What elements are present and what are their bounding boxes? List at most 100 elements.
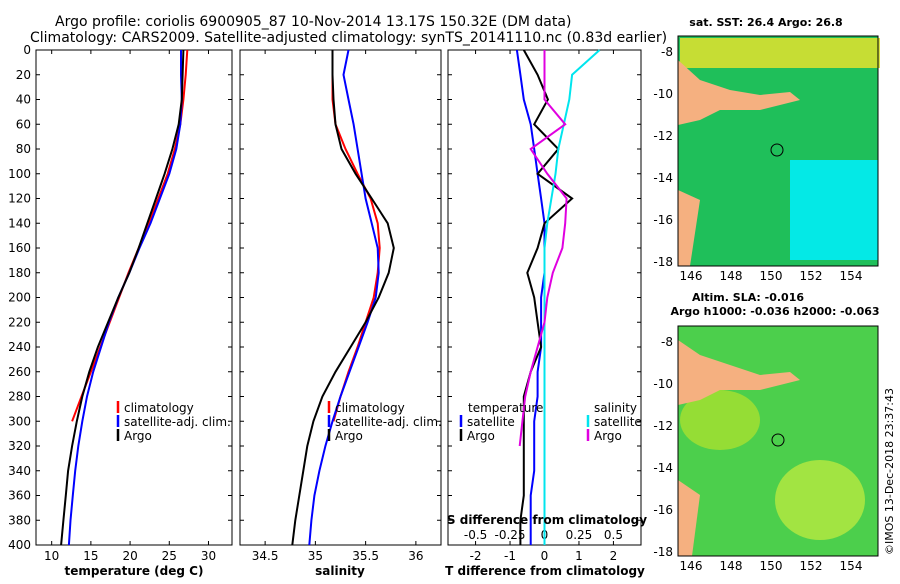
depth-tick-label: 380 [8,513,31,527]
depth-tick-label: 240 [8,340,31,354]
depth-tick-label: 400 [8,538,31,552]
depth-tick-label: 40 [16,93,31,107]
sst-profile-marker [770,143,784,157]
temperature-series-satellite-adj-clim- [67,50,183,546]
map-lat-label: -12 [653,419,673,433]
depth-tick-label: 200 [8,291,31,305]
sla-map [677,325,879,557]
legend-t-satellite: satellite [467,415,515,429]
s-tick-label: -0.25 [495,528,526,542]
s-tick-label: 0.5 [604,528,623,542]
map-lon-label: 152 [800,269,823,283]
map-lat-label: -16 [653,503,673,517]
depth-tick-label: 160 [8,241,31,255]
depth-tick-label: 60 [16,117,31,131]
depth-tick-label: 360 [8,489,31,503]
map-ticks: -8 -10 -12 -14 -16 -18 146 148 150 152 154 -8 -10 -12… [653,45,862,573]
x-tick-label: 35.5 [352,549,379,563]
sst-cool-patch [790,160,878,260]
depth-tick-label: 300 [8,414,31,428]
x-tick-label: 30 [201,549,216,563]
difference-series-temperature-argo [519,49,574,545]
salinity-series-argo [291,50,395,546]
depth-tick-label: 80 [16,142,31,156]
difference-xlabel: T difference from climatology [445,564,645,578]
depth-tick-label: 140 [8,216,31,230]
sla-land-png [678,340,800,405]
legend-satellite-adj: satellite-adj. clim. [124,415,231,429]
x-tick-label: 25 [162,549,177,563]
depth-tick-label: 320 [8,439,31,453]
map-lon-label: 150 [760,269,783,283]
temperature-panel [35,49,233,546]
salinity-series-satellite-adj-clim- [308,49,380,546]
depth-tick-label: 0 [23,43,31,57]
sla-high-patch [680,390,760,450]
depth-tick-label: 340 [8,464,31,478]
depth-tick-label: 20 [16,68,31,82]
depth-tick-label: 280 [8,390,31,404]
difference-series-temperature-satellite [515,49,546,545]
temperature-legend: climatology satellite-adj. clim. Argo [116,401,231,443]
map-lat-label: -14 [653,171,673,185]
map-lon-label: 148 [720,269,743,283]
x-tick-label: 15 [83,549,98,563]
footer-credit: ©IMOS 13-Dec-2018 23:37:43 [883,388,896,555]
salinity-xlabel: salinity [315,564,365,578]
x-tick-label: 1 [575,549,583,563]
x-tick-label: -1 [504,549,516,563]
depth-tick-label: 260 [8,365,31,379]
salinity-panel [239,49,442,546]
map-lon-label: 150 [760,559,783,573]
sst-land-png [678,60,800,125]
difference-legend: temperature salinity satellite Argo sate… [459,401,642,443]
sst-map-title: sat. SST: 26.4 Argo: 26.8 [689,16,842,29]
difference-series-salinity-satellite [543,49,601,545]
sla-high-patch [775,460,865,540]
sla-map-frame [677,325,879,557]
legend-s-satellite: satellite [594,415,642,429]
temperature-plot: 10 15 20 25 30 [44,49,216,563]
x-tick-label: 10 [44,549,59,563]
map-lat-label: -14 [653,461,673,475]
temperature-xlabel: temperature (deg C) [65,564,204,578]
s-tick-label: 0.25 [566,528,593,542]
map-lat-label: -18 [653,545,673,559]
x-tick-label: 0 [541,549,549,563]
sla-map-title1: Altim. SLA: -0.016 [692,291,804,304]
temperature-series-argo [60,49,185,546]
sst-map-frame [677,35,879,267]
map-lon-label: 154 [840,269,863,283]
sla-map-title2: Argo h1000: -0.036 h2000: -0.063 [670,305,879,318]
x-tick-label: 36 [408,549,423,563]
depth-axis: 0 20 40 60 80 100 120 140 160 180 200 220 240 260 280 3… [8,43,641,552]
legend-t-argo: Argo [467,429,495,443]
legend-argo: Argo [124,429,152,443]
sst-map [677,35,880,267]
temperature-series-climatology [71,49,189,422]
depth-tick-label: 120 [8,192,31,206]
x-tick-label: 34.5 [252,549,279,563]
legend-salinity-title: salinity [594,401,637,415]
map-lon-label: 154 [840,559,863,573]
legend-satellite-adj: satellite-adj. clim. [335,415,442,429]
title-line2: Climatology: CARS2009. Satellite-adjuste… [30,30,667,46]
sla-profile-marker [771,433,785,447]
depth-tick-label: 220 [8,315,31,329]
map-lon-label: 148 [720,559,743,573]
difference-series-salinity-argo [518,50,568,447]
sst-warm-band [680,38,880,68]
map-lat-label: -8 [661,45,673,59]
map-lat-label: -16 [653,213,673,227]
s-difference-label: S difference from climatology [447,513,647,527]
x-tick-label: 2 [610,549,618,563]
map-lon-label: 146 [680,559,703,573]
x-tick-label: -2 [470,549,482,563]
s-tick-label: -0.5 [464,528,487,542]
map-lat-label: -8 [661,335,673,349]
x-tick-label: 20 [122,549,137,563]
legend-climatology: climatology [124,401,194,415]
difference-plot: -2 -1 0 1 2-0.5 -0.25 0 0.25 0.5 [464,49,623,563]
x-tick-label: 35 [308,549,323,563]
